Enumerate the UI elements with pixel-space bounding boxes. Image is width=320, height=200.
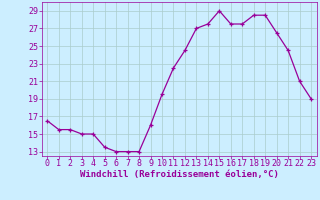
X-axis label: Windchill (Refroidissement éolien,°C): Windchill (Refroidissement éolien,°C): [80, 170, 279, 179]
